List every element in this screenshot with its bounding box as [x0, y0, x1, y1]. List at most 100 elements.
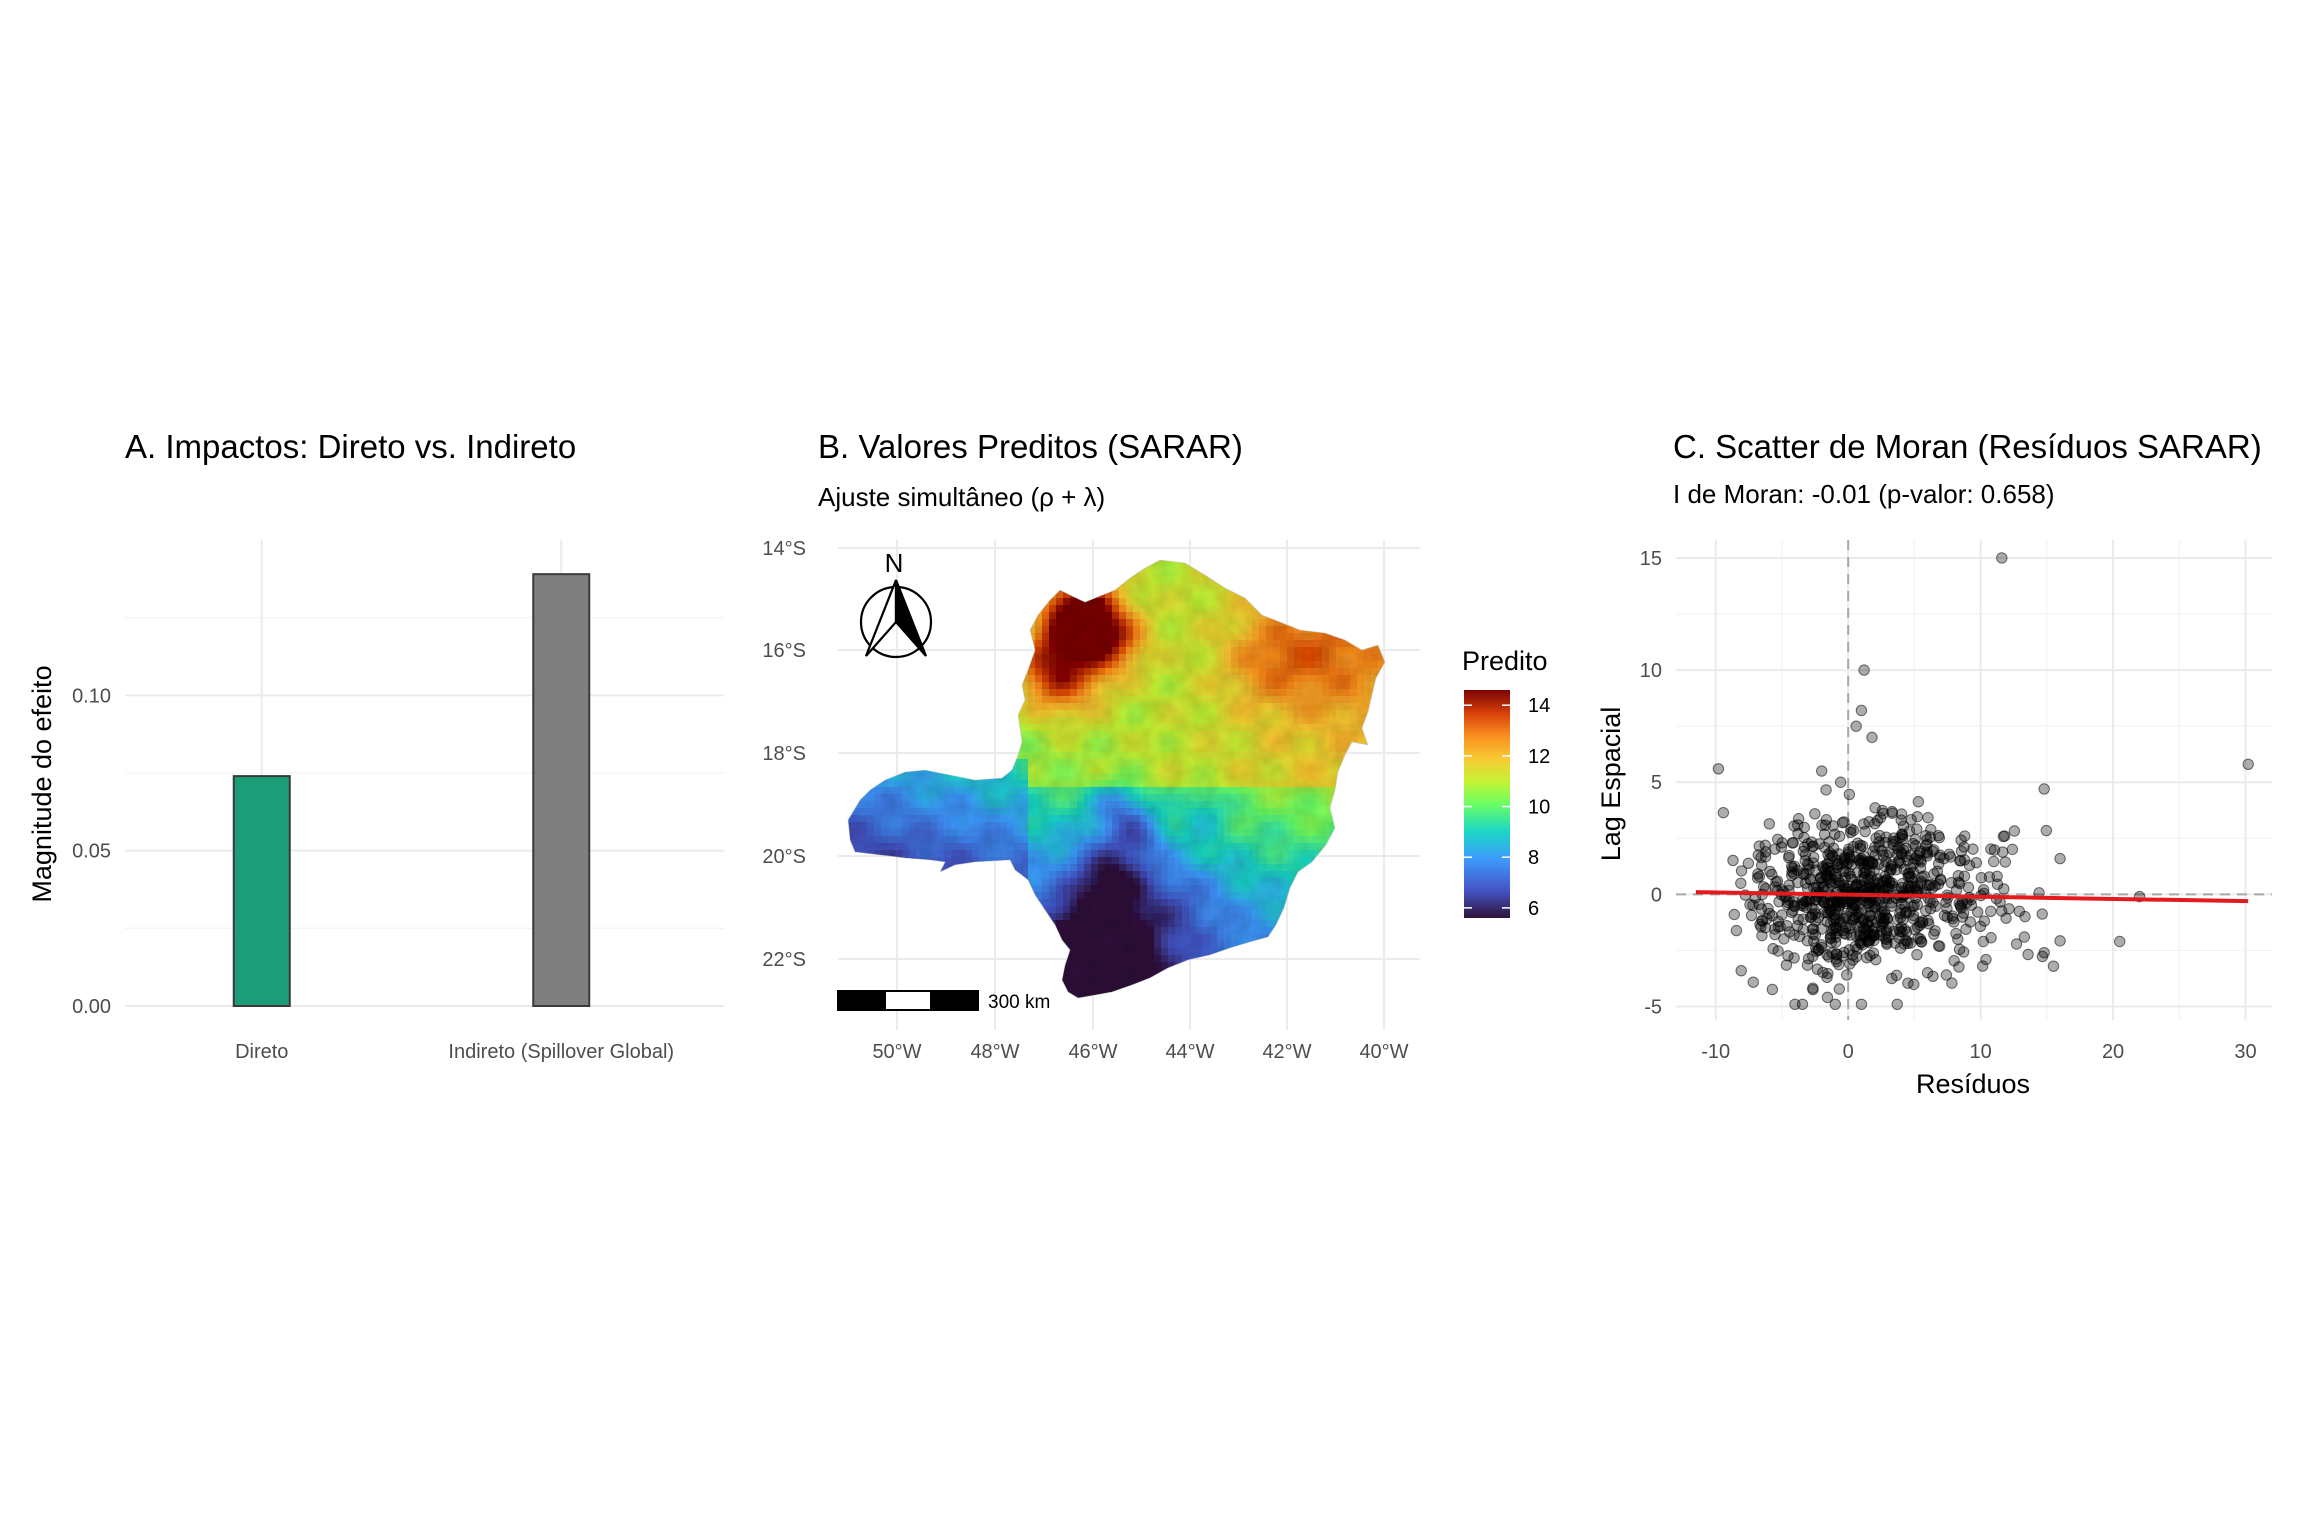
- map-cell: [979, 801, 987, 809]
- map-cell: [888, 857, 896, 865]
- map-cell: [1294, 934, 1302, 942]
- map-cell: [979, 682, 987, 690]
- map-cell: [1343, 920, 1351, 928]
- map-cell: [1224, 738, 1232, 746]
- map-cell: [1315, 948, 1323, 956]
- map-cell: [1161, 647, 1169, 655]
- map-cell: [944, 560, 952, 564]
- map-cell: [958, 696, 966, 704]
- map-cell: [1028, 878, 1036, 886]
- map-cell: [909, 941, 917, 949]
- map-cell: [972, 724, 980, 732]
- map-cell: [1133, 724, 1141, 732]
- map-cell: [1266, 878, 1274, 886]
- map-cell: [1000, 584, 1008, 592]
- map-cell: [1238, 612, 1246, 620]
- map-cell: [958, 584, 966, 592]
- map-cell: [1322, 899, 1330, 907]
- map-cell: [1224, 801, 1232, 809]
- map-cell: [1371, 717, 1379, 725]
- map-cell: [1161, 766, 1169, 774]
- map-cell: [888, 633, 896, 641]
- map-cell: [1259, 675, 1267, 683]
- map-cell: [874, 962, 882, 970]
- map-cell: [1196, 976, 1204, 984]
- map-cell: [1287, 696, 1295, 704]
- map-cell: [1189, 822, 1197, 830]
- map-cell: [853, 675, 861, 683]
- map-cell: [923, 836, 931, 844]
- map-cell: [1161, 913, 1169, 921]
- map-cell: [1077, 560, 1085, 564]
- map-cell: [1021, 850, 1029, 858]
- map-cell: [1203, 724, 1211, 732]
- map-cell: [1182, 696, 1190, 704]
- map-cell: [1280, 885, 1288, 893]
- map-cell: [923, 675, 931, 683]
- map-cell: [951, 591, 959, 599]
- map-cell: [1217, 913, 1225, 921]
- map-cell: [888, 962, 896, 970]
- map-cell: [848, 717, 854, 725]
- map-cell: [937, 836, 945, 844]
- map-cell: [1252, 563, 1260, 571]
- map-cell: [1140, 570, 1148, 578]
- map-cell: [1140, 829, 1148, 837]
- map-cell: [930, 591, 938, 599]
- map-cell: [1210, 801, 1218, 809]
- map-cell: [1357, 871, 1365, 879]
- map-cell: [1294, 689, 1302, 697]
- map-cell: [958, 759, 966, 767]
- map-cell: [965, 745, 973, 753]
- map-cell: [1224, 605, 1232, 613]
- map-cell: [1161, 570, 1169, 578]
- map-cell: [972, 560, 980, 564]
- map-cell: [848, 612, 854, 620]
- map-cell: [1077, 983, 1085, 991]
- map-cell: [1343, 801, 1351, 809]
- map-cell: [951, 570, 959, 578]
- map-cell: [1070, 745, 1078, 753]
- map-cell: [1147, 913, 1155, 921]
- map-cell: [1056, 871, 1064, 879]
- map-cell: [1350, 745, 1358, 753]
- map-cell: [1266, 962, 1274, 970]
- map-cell: [1224, 815, 1232, 823]
- map-cell: [1119, 647, 1127, 655]
- map-cell: [1287, 948, 1295, 956]
- map-cell: [930, 560, 938, 564]
- map-cell: [1140, 605, 1148, 613]
- map-cell: [1364, 990, 1372, 998]
- map-cell: [937, 584, 945, 592]
- map-cell: [1161, 668, 1169, 676]
- map-cell: [1308, 920, 1316, 928]
- map-cell: [1098, 696, 1106, 704]
- map-cell: [944, 759, 952, 767]
- map-cell: [1343, 983, 1351, 991]
- map-cell: [1126, 864, 1134, 872]
- map-cell: [853, 871, 861, 879]
- map-cell: [1098, 906, 1106, 914]
- map-cell: [1364, 857, 1372, 865]
- map-cell: [1182, 857, 1190, 865]
- map-cell: [1189, 948, 1197, 956]
- map-cell: [860, 857, 868, 865]
- map-cell: [874, 857, 882, 865]
- map-cell: [1203, 822, 1211, 830]
- map-cell: [1224, 822, 1232, 830]
- map-cell: [958, 626, 966, 634]
- map-cell: [979, 920, 987, 928]
- map-cell: [944, 717, 952, 725]
- map-cell: [1357, 829, 1365, 837]
- map-cell: [867, 626, 875, 634]
- map-cell: [1182, 808, 1190, 816]
- map-cell: [1385, 668, 1393, 676]
- map-cell: [951, 605, 959, 613]
- map-cell: [860, 808, 868, 816]
- map-cell: [1161, 619, 1169, 627]
- map-cell: [1189, 850, 1197, 858]
- map-cell: [1007, 927, 1015, 935]
- map-cell: [1063, 976, 1071, 984]
- map-cell: [1245, 759, 1253, 767]
- map-cell: [1287, 570, 1295, 578]
